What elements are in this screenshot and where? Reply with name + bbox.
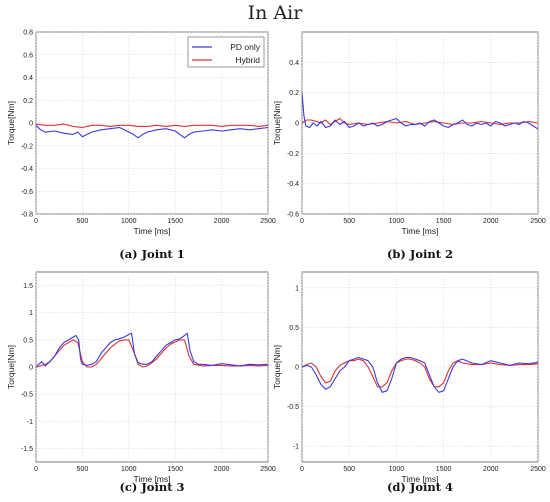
y-tick-label: -0.6 [21, 189, 33, 196]
series-line-hybrid [302, 358, 538, 388]
y-tick-label: 1.5 [23, 283, 33, 290]
legend-label: PD only [230, 42, 261, 52]
x-tick-label: 500 [343, 218, 355, 225]
x-tick-label: 2500 [530, 218, 546, 225]
y-tick-label: -0.2 [287, 151, 299, 158]
x-tick-label: 0 [300, 466, 304, 473]
x-tick-label: 1000 [389, 466, 405, 473]
y-tick-label: -0.5 [21, 392, 33, 399]
y-tick-label: 0.2 [23, 98, 33, 105]
x-tick-label: 2500 [260, 466, 276, 473]
y-tick-label: 0 [295, 121, 299, 128]
plot-area [35, 271, 269, 463]
y-tick-label: 0.5 [289, 325, 299, 332]
y-tick-label: -1.5 [21, 446, 33, 453]
y-tick-label: 1 [295, 285, 299, 292]
series-line-pd-only [36, 332, 268, 368]
y-tick-label: -0.8 [21, 212, 33, 219]
series-line-pd-only [36, 124, 268, 139]
x-tick-label: 2000 [483, 466, 499, 473]
y-axis-label: Torque[Nm] [272, 101, 282, 145]
y-tick-label: 0.6 [23, 52, 33, 59]
x-tick-label: 1500 [436, 466, 452, 473]
legend-label: Hybrid [235, 55, 260, 65]
y-tick-label: -0.5 [287, 404, 299, 411]
x-tick-label: 1000 [389, 218, 405, 225]
x-tick-label: 2000 [483, 218, 499, 225]
x-axis-label: Time [ms] [402, 474, 439, 484]
x-tick-label: 2500 [260, 218, 276, 225]
chart-2: 0 500 1000 1500 2000 2500 -0.6 -0.4 -0.2 0 0.2 0.4 T… [272, 31, 546, 261]
x-tick-label: 2000 [214, 218, 230, 225]
y-tick-label: 0.4 [289, 60, 299, 67]
x-tick-label: 500 [77, 218, 89, 225]
chart-4: 0 500 1000 1500 2000 2500 -1 -0.5 0 0.5 1 Time [ms]… [272, 271, 546, 494]
y-tick-label: 0 [29, 121, 33, 128]
y-tick-label: 0.4 [23, 75, 33, 82]
series-line-pd-only [302, 356, 538, 393]
x-tick-label: 500 [343, 466, 355, 473]
x-axis-label: Time [ms] [402, 226, 439, 236]
x-tick-label: 500 [77, 466, 89, 473]
series-line-hybrid [36, 339, 268, 368]
y-tick-label: 0.2 [289, 90, 299, 97]
series-line-pd-only [302, 92, 538, 130]
chart-caption: (a) Joint 1 [119, 247, 185, 261]
x-tick-label: 0 [34, 218, 38, 225]
x-tick-label: 1500 [436, 218, 452, 225]
legend [187, 36, 265, 68]
figure-title: In Air [247, 2, 303, 24]
y-tick-label: 0.8 [23, 30, 33, 37]
x-tick-label: 0 [300, 218, 304, 225]
y-tick-label: -1 [27, 419, 33, 426]
y-tick-label: 0.5 [23, 337, 33, 344]
x-tick-label: 1000 [121, 218, 137, 225]
y-axis-label: Torque[Nm] [6, 101, 16, 145]
y-tick-label: -0.4 [287, 181, 299, 188]
y-tick-label: 0 [29, 365, 33, 372]
series-line-hybrid [302, 117, 538, 126]
chart-caption: (c) Joint 3 [119, 480, 184, 494]
x-tick-label: 1000 [121, 466, 137, 473]
x-tick-label: 1500 [167, 218, 183, 225]
x-tick-label: 2500 [530, 466, 546, 473]
x-tick-label: 0 [34, 466, 38, 473]
chart-3: 0 500 1000 1500 2000 2500 -1.5 -1 -0.5 0 0.5 1 1.5 Ti… [6, 271, 276, 494]
x-tick-label: 2000 [214, 466, 230, 473]
y-axis-label: Torque[Nm] [6, 345, 16, 389]
series-line-hybrid [36, 123, 268, 129]
y-tick-label: -0.6 [287, 212, 299, 219]
y-tick-label: 0 [295, 365, 299, 372]
y-tick-label: 1 [29, 310, 33, 317]
y-tick-label: -0.2 [21, 143, 33, 150]
y-tick-label: -1 [293, 444, 299, 451]
x-axis-label: Time [ms] [134, 226, 171, 236]
y-axis-label: Torque[Nm] [272, 345, 282, 389]
chart-caption: (d) Joint 4 [387, 480, 453, 494]
chart-caption: (b) Joint 2 [387, 247, 453, 261]
y-tick-label: -0.4 [21, 166, 33, 173]
x-tick-label: 1500 [167, 466, 183, 473]
chart-1: 0 500 1000 1500 2000 2500 -0.8 -0.6 -0.4 -0.2 0 0.2… [6, 30, 276, 262]
x-axis-label: Time [ms] [134, 474, 171, 484]
